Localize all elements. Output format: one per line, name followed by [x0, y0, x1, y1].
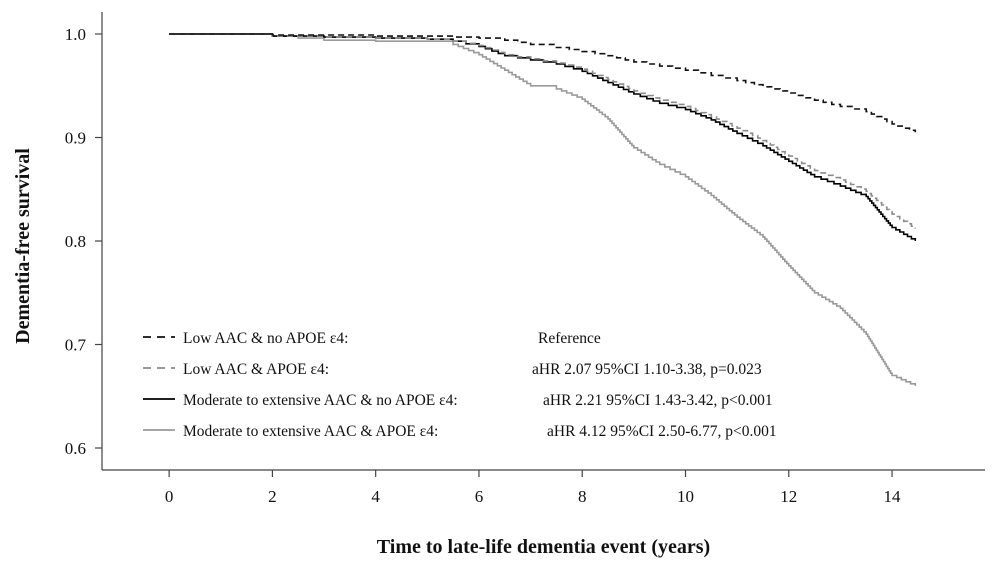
series-line-3: [169, 33, 917, 241]
legend-stat: aHR 2.21 95%CI 1.43-3.42, p<0.001: [543, 392, 773, 409]
legend: Low AAC & no APOE ɛ4: Reference Low AAC & …: [143, 330, 777, 440]
y-tick-label: 0.7: [65, 336, 87, 355]
x-tick-label: 12: [780, 487, 797, 506]
y-tick-label: 0.8: [65, 232, 86, 251]
legend-label: Moderate to extensive AAC & APOE ɛ4:: [183, 423, 438, 440]
x-tick-label: 14: [884, 487, 902, 506]
y-tick-label: 1.0: [65, 25, 86, 44]
x-tick-label: 10: [677, 487, 694, 506]
series-line-2: [169, 33, 917, 229]
ticks: 0.6 0.7 0.8 0.9 1.0 0 2 4 6 8 10 12 14: [65, 25, 901, 506]
legend-stat: aHR 4.12 95%CI 2.50-6.77, p<0.001: [547, 423, 777, 440]
x-axis-title: Time to late-life dementia event (years): [377, 536, 710, 558]
y-tick-label: 0.6: [65, 439, 86, 458]
series-line-4: [169, 33, 917, 386]
y-tick-label: 0.9: [65, 129, 86, 148]
y-axis-title: Dementia-free survival: [12, 148, 34, 344]
x-tick-label: 2: [268, 487, 277, 506]
series-layer: [169, 33, 917, 386]
legend-label: Low AAC & APOE ɛ4:: [183, 361, 329, 378]
legend-label: Moderate to extensive AAC & no APOE ɛ4:: [183, 392, 458, 409]
x-tick-label: 0: [165, 487, 174, 506]
x-tick-label: 4: [371, 487, 380, 506]
x-tick-label: 8: [578, 487, 587, 506]
legend-stat: Reference: [538, 330, 601, 347]
x-tick-label: 6: [475, 487, 484, 506]
legend-stat: aHR 2.07 95%CI 1.10-3.38, p=0.023: [532, 361, 762, 378]
legend-label: Low AAC & no APOE ɛ4:: [183, 330, 348, 347]
series-line-1: [169, 33, 917, 133]
